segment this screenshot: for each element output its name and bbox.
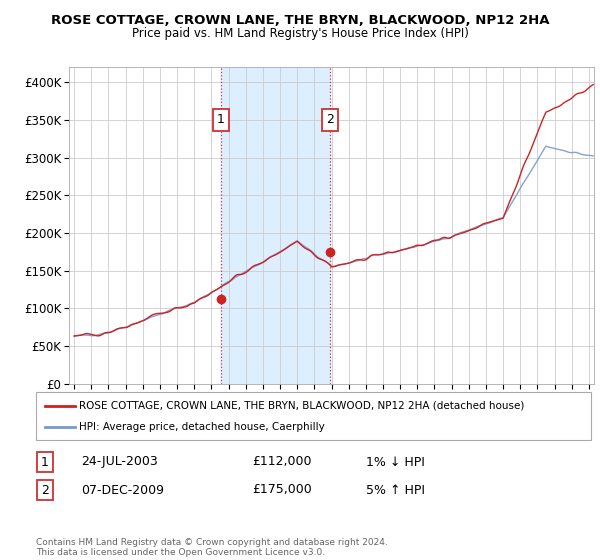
Text: Price paid vs. HM Land Registry's House Price Index (HPI): Price paid vs. HM Land Registry's House … — [131, 27, 469, 40]
Text: 1% ↓ HPI: 1% ↓ HPI — [366, 455, 425, 469]
Text: 5% ↑ HPI: 5% ↑ HPI — [366, 483, 425, 497]
Text: ROSE COTTAGE, CROWN LANE, THE BRYN, BLACKWOOD, NP12 2HA (detached house): ROSE COTTAGE, CROWN LANE, THE BRYN, BLAC… — [79, 401, 524, 411]
Text: ROSE COTTAGE, CROWN LANE, THE BRYN, BLACKWOOD, NP12 2HA: ROSE COTTAGE, CROWN LANE, THE BRYN, BLAC… — [51, 14, 549, 27]
Text: 24-JUL-2003: 24-JUL-2003 — [81, 455, 158, 469]
Text: 2: 2 — [326, 114, 334, 127]
Bar — [221, 67, 330, 384]
Text: 07-DEC-2009: 07-DEC-2009 — [81, 483, 164, 497]
Text: Contains HM Land Registry data © Crown copyright and database right 2024.
This d: Contains HM Land Registry data © Crown c… — [36, 538, 388, 557]
Text: £112,000: £112,000 — [252, 455, 311, 469]
Text: 1: 1 — [41, 455, 49, 469]
Text: 1: 1 — [217, 114, 225, 127]
Text: 2: 2 — [41, 483, 49, 497]
Text: HPI: Average price, detached house, Caerphilly: HPI: Average price, detached house, Caer… — [79, 422, 325, 432]
Text: £175,000: £175,000 — [252, 483, 312, 497]
